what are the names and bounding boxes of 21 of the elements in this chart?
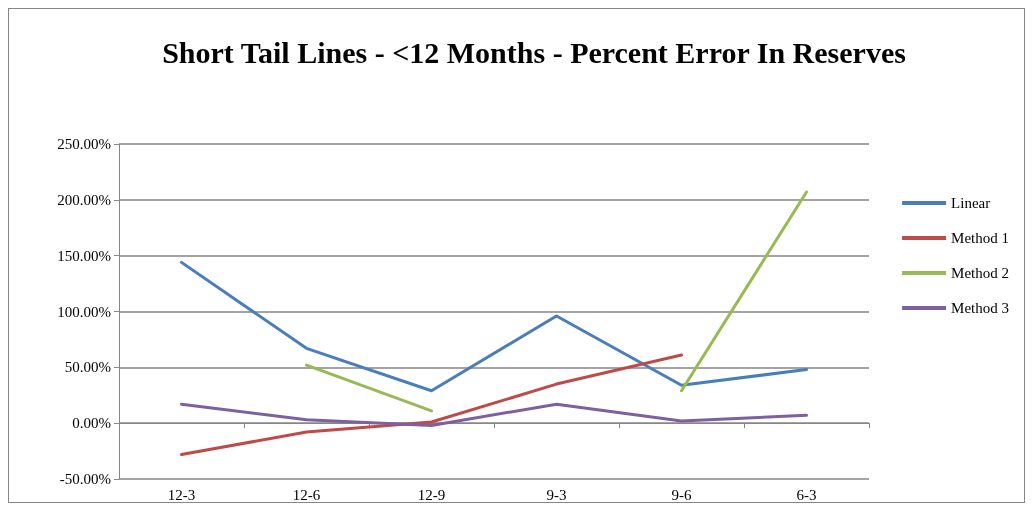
y-tick-label: 200.00% (57, 191, 111, 208)
y-tick-label: 100.00% (57, 303, 111, 320)
y-tick-label: 50.00% (64, 359, 111, 376)
x-tick-label: 12-3 (167, 486, 196, 503)
x-tick-label: 12-6 (292, 486, 321, 503)
y-tick-label: -50.00% (59, 471, 111, 487)
line-series (180, 402, 808, 427)
x-tick-label: 12-9 (417, 486, 446, 503)
legend-label: Method 2 (951, 265, 1010, 281)
chart-title: Short Tail Lines - <12 Months - Percent Error In Reserves (162, 35, 906, 69)
legend-label: Method 1 (951, 230, 1010, 246)
y-tick-label: 150.00% (57, 247, 111, 264)
x-tick-label: 6-3 (796, 486, 817, 503)
legend-label: Linear (951, 195, 991, 211)
y-tick-label: 0.00% (72, 415, 111, 432)
x-tick-label: 9-6 (671, 486, 692, 503)
line-series (180, 260, 808, 393)
line-series (180, 353, 683, 456)
x-tick-label: 9-3 (546, 486, 567, 503)
y-tick-label: 250.00% (57, 136, 111, 152)
legend-label: Method 3 (951, 300, 1010, 316)
